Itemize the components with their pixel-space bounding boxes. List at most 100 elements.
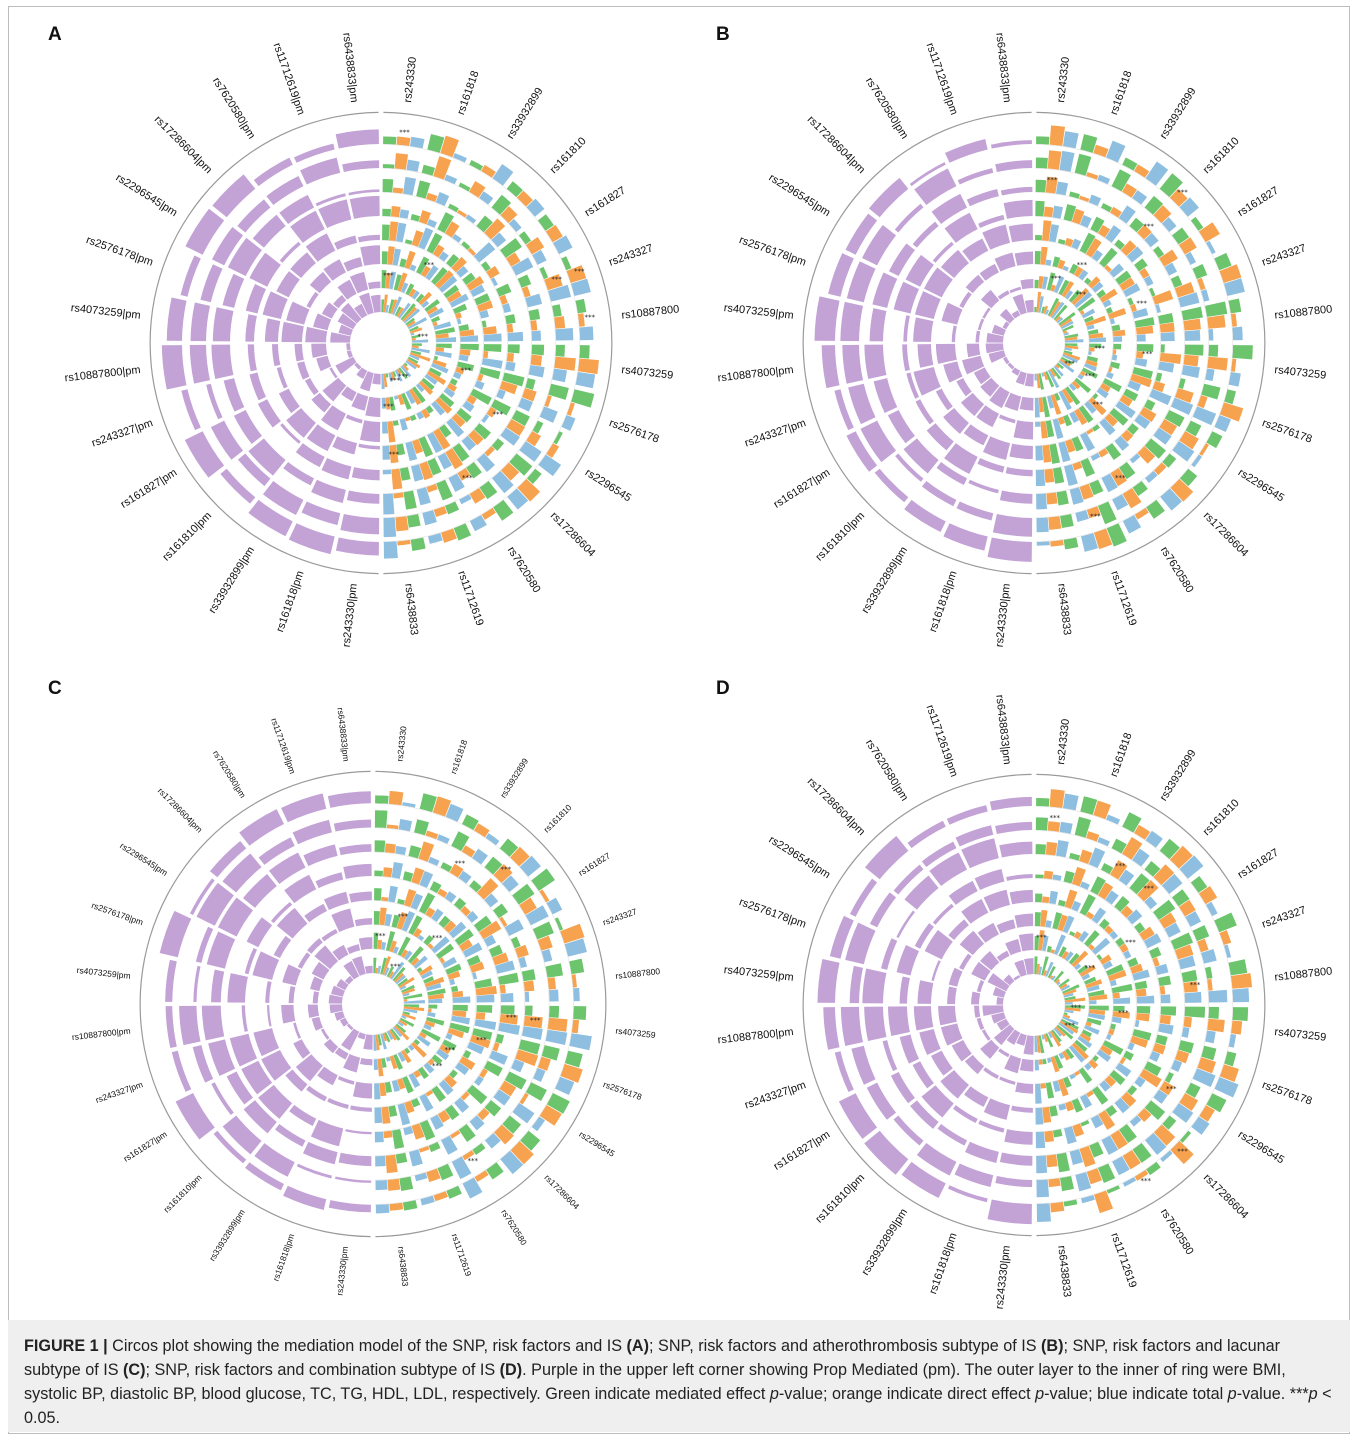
significance-marker: *** xyxy=(1166,1085,1177,1093)
mediated-pvalue-bar xyxy=(1105,964,1124,977)
direct-pvalue-bar xyxy=(1079,849,1093,865)
prop-mediated-bar xyxy=(992,514,1033,537)
prop-mediated-bar xyxy=(941,302,963,325)
mediated-pvalue-bar xyxy=(1086,355,1098,363)
total-pvalue-bar xyxy=(411,347,430,354)
prop-mediated-bar xyxy=(253,1028,280,1057)
snp-pm-label: rs2296545|pm xyxy=(767,172,833,219)
mediated-pvalue-bar xyxy=(1060,1018,1079,1031)
direct-pvalue-bar xyxy=(1040,421,1048,439)
mediated-pvalue-bar xyxy=(1088,1005,1109,1011)
prop-mediated-bar xyxy=(935,343,957,364)
mediated-pvalue-bar xyxy=(402,871,414,882)
prop-mediated-bar xyxy=(297,361,310,380)
prop-mediated-bar xyxy=(288,986,296,1004)
direct-pvalue-bar xyxy=(1139,406,1157,422)
mediated-pvalue-bar xyxy=(386,966,395,978)
prop-mediated-bar xyxy=(281,1004,296,1024)
mediated-pvalue-bar xyxy=(518,231,532,245)
mediated-pvalue-bar xyxy=(417,1066,429,1080)
direct-pvalue-bar xyxy=(1088,1009,1106,1016)
direct-pvalue-bar xyxy=(560,1063,583,1083)
mediated-pvalue-bar xyxy=(518,1039,541,1055)
mediated-pvalue-bar xyxy=(405,317,415,326)
prop-mediated-bar xyxy=(290,252,316,278)
total-pvalue-bar xyxy=(1052,874,1062,881)
mediated-pvalue-bar xyxy=(1190,875,1208,893)
prop-mediated-bar xyxy=(982,436,1011,460)
prop-mediated-bar xyxy=(345,414,363,424)
total-pvalue-bar xyxy=(541,948,553,963)
total-pvalue-bar xyxy=(1049,224,1060,243)
prop-mediated-bar xyxy=(989,386,1010,409)
prop-mediated-bar xyxy=(196,882,234,926)
snp-pm-label: rs243327|pm xyxy=(743,1079,807,1111)
snp-label: rs2296545 xyxy=(577,1129,617,1159)
mediated-pvalue-bar xyxy=(411,343,422,347)
prop-mediated-bar xyxy=(995,821,1033,834)
total-pvalue-bar xyxy=(1112,1156,1130,1176)
total-pvalue-bar xyxy=(402,992,410,997)
prop-mediated-bar xyxy=(358,443,380,450)
snp-label: rs17286604 xyxy=(1201,1172,1251,1222)
prop-mediated-bar xyxy=(264,318,281,342)
prop-mediated-bar xyxy=(349,195,380,219)
total-pvalue-bar xyxy=(1228,371,1241,387)
mediated-pvalue-bar xyxy=(1160,1006,1177,1016)
prop-mediated-bar xyxy=(284,874,317,904)
direct-pvalue-bar xyxy=(468,429,484,446)
prop-mediated-bar xyxy=(974,1005,981,1018)
direct-pvalue-bar xyxy=(1086,1168,1103,1185)
direct-pvalue-bar xyxy=(1049,789,1065,809)
prop-mediated-bar xyxy=(966,343,981,358)
mediated-pvalue-bar xyxy=(1071,1098,1084,1113)
total-pvalue-bar xyxy=(512,1102,535,1124)
total-pvalue-bar xyxy=(1063,1126,1077,1145)
mediated-pvalue-bar xyxy=(1106,523,1127,547)
direct-pvalue-bar xyxy=(1135,988,1147,997)
prop-mediated-bar xyxy=(864,1130,909,1175)
prop-mediated-bar xyxy=(212,307,234,342)
prop-mediated-bar xyxy=(252,951,280,980)
mediated-pvalue-bar xyxy=(389,396,396,411)
snp-pm-label: rs2576178|pm xyxy=(90,900,144,927)
mediated-pvalue-bar xyxy=(1089,479,1104,496)
prop-mediated-bar xyxy=(999,490,1033,504)
caption-label: FIGURE 1 | xyxy=(24,1337,108,1355)
total-pvalue-bar xyxy=(1058,1103,1067,1111)
mediated-pvalue-bar xyxy=(418,892,436,915)
mediated-pvalue-bar xyxy=(500,238,522,258)
mediated-pvalue-bar xyxy=(449,1069,458,1079)
mediated-pvalue-bar xyxy=(415,293,425,303)
prop-mediated-bar xyxy=(327,1097,349,1109)
total-pvalue-bar xyxy=(406,159,420,172)
mediated-pvalue-bar xyxy=(510,936,521,949)
total-pvalue-bar xyxy=(519,441,542,462)
direct-pvalue-bar xyxy=(1088,347,1095,352)
prop-mediated-bar xyxy=(181,389,201,431)
mediated-pvalue-bar xyxy=(441,1039,457,1051)
mediated-pvalue-bar xyxy=(1046,272,1056,291)
significance-marker: *** xyxy=(1036,933,1047,941)
direct-pvalue-bar xyxy=(516,190,533,207)
total-pvalue-bar xyxy=(1046,395,1055,409)
direct-pvalue-bar xyxy=(1085,979,1103,989)
direct-pvalue-bar xyxy=(396,1078,406,1090)
direct-pvalue-bar xyxy=(413,1069,422,1078)
mediated-pvalue-bar xyxy=(391,914,401,929)
mediated-pvalue-bar xyxy=(458,1124,476,1142)
total-pvalue-bar xyxy=(545,1029,568,1046)
prop-mediated-bar xyxy=(300,157,341,185)
significance-marker: *** xyxy=(468,1157,479,1165)
mediated-pvalue-bar xyxy=(1056,362,1064,370)
direct-pvalue-bar xyxy=(1062,1014,1071,1019)
prop-mediated-bar xyxy=(846,261,876,303)
direct-pvalue-bar xyxy=(546,443,560,458)
total-pvalue-bar xyxy=(423,1024,432,1031)
prop-mediated-bar xyxy=(944,443,978,474)
direct-pvalue-bar xyxy=(425,907,436,918)
snp-label: rs17286604 xyxy=(548,510,598,560)
total-pvalue-bar xyxy=(1087,351,1092,356)
direct-pvalue-bar xyxy=(1152,957,1160,967)
mediated-pvalue-bar xyxy=(1143,1061,1162,1077)
